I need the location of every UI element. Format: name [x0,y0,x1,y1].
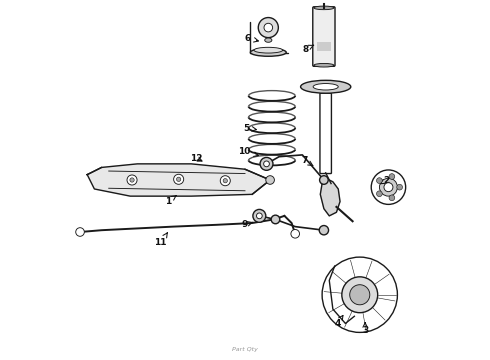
Circle shape [319,226,329,235]
Circle shape [319,176,328,184]
Circle shape [384,183,393,192]
Circle shape [371,170,406,204]
Text: 10: 10 [238,147,258,156]
FancyBboxPatch shape [320,93,331,174]
Polygon shape [320,178,340,216]
Circle shape [376,178,382,184]
FancyBboxPatch shape [317,42,331,51]
Text: 9: 9 [241,220,253,229]
Ellipse shape [254,47,283,53]
Text: 7: 7 [301,156,313,166]
Text: 8: 8 [302,45,314,54]
Circle shape [264,161,270,167]
Ellipse shape [250,48,286,56]
Circle shape [220,176,230,186]
Text: 6: 6 [245,34,258,43]
Circle shape [256,213,262,219]
Circle shape [266,176,274,184]
Ellipse shape [300,80,351,93]
Text: 12: 12 [190,154,203,163]
Circle shape [173,174,184,184]
Ellipse shape [314,6,334,10]
Circle shape [350,285,370,305]
Text: 5: 5 [244,123,256,132]
Circle shape [322,257,397,332]
Circle shape [223,179,227,183]
Circle shape [253,210,266,222]
FancyBboxPatch shape [313,7,335,66]
Text: Part Qty: Part Qty [232,347,258,352]
Text: 11: 11 [154,233,168,247]
Circle shape [127,175,137,185]
Circle shape [271,215,280,224]
Circle shape [76,228,84,236]
Ellipse shape [313,84,338,90]
Circle shape [176,177,181,181]
Circle shape [258,18,278,38]
Text: 1: 1 [165,195,176,206]
Polygon shape [87,164,270,196]
Circle shape [264,23,272,32]
Circle shape [379,178,397,196]
Ellipse shape [265,38,272,42]
Circle shape [342,277,378,313]
Ellipse shape [314,63,334,67]
Circle shape [130,178,134,182]
Circle shape [389,195,395,201]
Circle shape [389,174,395,179]
Circle shape [260,157,273,170]
Text: 4: 4 [334,315,343,328]
Text: 2: 2 [380,176,390,185]
Circle shape [376,191,382,197]
Circle shape [397,184,402,190]
Circle shape [291,229,299,238]
Text: 3: 3 [362,323,368,335]
